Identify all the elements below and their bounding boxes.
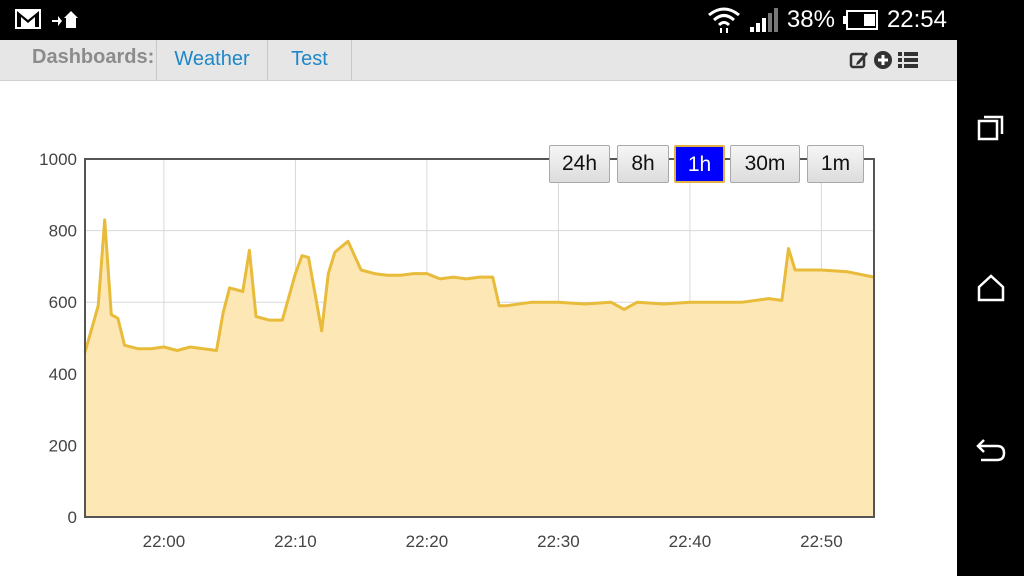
status-bar: 38% 22:54 <box>0 0 957 40</box>
range-button-30m[interactable]: 30m <box>730 145 800 183</box>
tab-test[interactable]: Test <box>268 40 352 80</box>
range-button-8h[interactable]: 8h <box>617 145 669 183</box>
x-tick-label: 22:20 <box>406 532 449 551</box>
gmail-icon <box>15 9 41 29</box>
dashboards-bar: Dashboards: Weather Test <box>0 40 957 81</box>
y-tick-label: 400 <box>49 365 77 384</box>
home-icon[interactable] <box>975 272 1007 304</box>
list-icon[interactable] <box>897 50 919 70</box>
battery-percent: 38% <box>786 6 835 33</box>
upload-home-icon <box>52 11 78 28</box>
navigation-bar <box>957 0 1024 576</box>
tab-weather[interactable]: Weather <box>156 40 268 80</box>
battery-icon <box>842 10 878 30</box>
x-tick-label: 22:40 <box>669 532 712 551</box>
range-button-24h[interactable]: 24h <box>549 145 610 183</box>
x-tick-label: 22:10 <box>274 532 317 551</box>
x-tick-label: 22:50 <box>800 532 843 551</box>
y-tick-label: 200 <box>49 436 77 455</box>
signal-icon <box>749 8 778 32</box>
clock: 22:54 <box>886 6 947 33</box>
series-area <box>85 219 874 517</box>
range-button-1m[interactable]: 1m <box>807 145 864 183</box>
recent-apps-icon[interactable] <box>975 112 1007 144</box>
x-tick-label: 22:30 <box>537 532 580 551</box>
chart-area: 0 200 400 600 800 1000 22:00 22:10 22:20 22:30 22:… <box>0 80 957 576</box>
plot-frame <box>84 158 875 518</box>
range-button-1h[interactable]: 1h <box>674 145 725 183</box>
add-icon[interactable] <box>873 50 893 70</box>
wifi-icon <box>707 7 740 33</box>
series-line <box>83 218 875 353</box>
y-tick-label: 1000 <box>39 150 77 169</box>
chart: 0 200 400 600 800 1000 22:00 22:10 22:20 22:30 22:… <box>39 150 875 551</box>
y-tick-label: 600 <box>49 293 77 312</box>
dashboard-tools <box>849 50 919 70</box>
back-icon[interactable] <box>975 432 1007 464</box>
y-tick-label: 800 <box>49 222 77 241</box>
x-tick-label: 22:00 <box>143 532 186 551</box>
dashboards-label: Dashboards: <box>32 46 155 68</box>
edit-icon[interactable] <box>849 50 869 70</box>
y-tick-label: 0 <box>68 508 77 527</box>
